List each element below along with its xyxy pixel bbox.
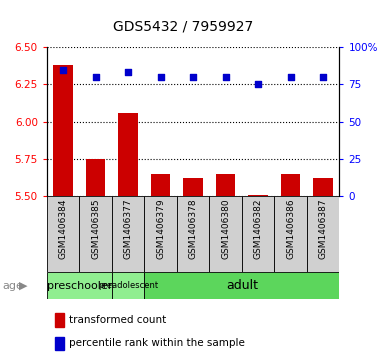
Text: preadolescent: preadolescent: [98, 281, 158, 290]
Text: percentile rank within the sample: percentile rank within the sample: [69, 338, 245, 348]
Text: GSM1406377: GSM1406377: [124, 198, 133, 259]
Text: GSM1406384: GSM1406384: [58, 198, 67, 259]
Text: ▶: ▶: [19, 281, 27, 291]
Bar: [307, 196, 339, 272]
Text: GSM1406382: GSM1406382: [254, 198, 262, 259]
Bar: [53, 65, 73, 196]
Text: age: age: [2, 281, 23, 291]
Bar: [216, 174, 235, 196]
Bar: [313, 178, 333, 196]
Point: [190, 74, 196, 80]
Bar: [281, 174, 300, 196]
Text: transformed count: transformed count: [69, 315, 167, 325]
Bar: [118, 113, 138, 196]
Bar: [112, 196, 144, 272]
Text: GSM1406380: GSM1406380: [221, 198, 230, 259]
Text: GSM1406378: GSM1406378: [188, 198, 198, 259]
Bar: [183, 178, 203, 196]
Bar: [242, 196, 274, 272]
Bar: [79, 196, 112, 272]
Text: preschooler: preschooler: [47, 281, 112, 291]
Bar: [177, 196, 209, 272]
Bar: [47, 196, 79, 272]
Point: [320, 74, 326, 80]
Text: GSM1406386: GSM1406386: [286, 198, 295, 259]
Bar: [248, 195, 268, 196]
Bar: [209, 196, 242, 272]
Point: [125, 70, 131, 76]
Bar: [86, 159, 105, 196]
Bar: [151, 174, 170, 196]
Point: [255, 81, 261, 87]
Point: [60, 66, 66, 72]
Text: GSM1406385: GSM1406385: [91, 198, 100, 259]
Text: adult: adult: [226, 280, 258, 292]
Bar: [144, 196, 177, 272]
Point: [92, 74, 99, 80]
Point: [222, 74, 229, 80]
Bar: [274, 196, 307, 272]
Point: [158, 74, 164, 80]
Text: GSM1406379: GSM1406379: [156, 198, 165, 259]
Point: [287, 74, 294, 80]
Text: GDS5432 / 7959927: GDS5432 / 7959927: [113, 20, 254, 34]
Text: GSM1406387: GSM1406387: [319, 198, 328, 259]
Bar: [47, 272, 112, 299]
Bar: [112, 272, 144, 299]
Bar: [144, 272, 339, 299]
